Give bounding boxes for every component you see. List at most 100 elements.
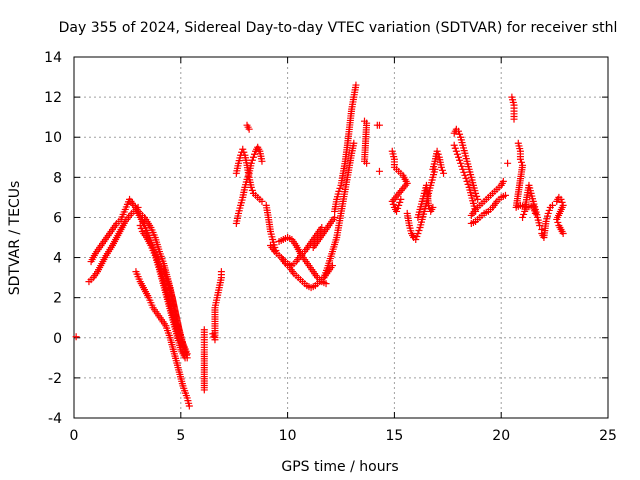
y-tick-label: -4: [48, 411, 62, 427]
series-arc-j: [232, 143, 266, 227]
series-arc-y: [450, 125, 482, 203]
data-point-fill: [336, 184, 344, 192]
y-axis-label: SDTVAR / TECUs: [7, 181, 23, 296]
data-point: [375, 167, 383, 175]
series-arc-k: [232, 145, 266, 205]
series-arc-x: [429, 147, 448, 177]
data-point: [363, 159, 371, 167]
y-tick-label: 0: [53, 331, 62, 347]
data-point: [459, 165, 467, 173]
series-arc-p: [320, 139, 358, 282]
data-point-fill: [517, 158, 525, 166]
data-point: [388, 197, 396, 205]
data-point-fill: [453, 150, 461, 158]
data-point: [454, 153, 462, 161]
data-point: [245, 125, 253, 133]
data-point: [499, 177, 507, 185]
data-point: [217, 268, 225, 276]
x-axis-label: GPS time / hours: [281, 459, 398, 475]
data-point: [516, 155, 524, 163]
data-point: [258, 197, 266, 205]
y-tick-label: 12: [44, 90, 62, 106]
series-arc-s: [360, 117, 371, 167]
y-tick-label: 10: [44, 130, 62, 146]
x-tick-label: 5: [176, 428, 185, 444]
y-tick-label: 6: [53, 210, 62, 226]
data-point: [375, 121, 383, 129]
data-point-fill: [210, 333, 218, 341]
y-tick-label: 2: [53, 291, 62, 307]
series-arc-o: [275, 234, 330, 288]
data-point: [454, 127, 462, 135]
x-tick-label: 10: [279, 428, 297, 444]
y-tick-label: 8: [53, 170, 62, 186]
data-point: [548, 201, 556, 209]
data-point-fill: [520, 210, 528, 218]
data-point: [461, 171, 469, 179]
series-arc-g: [160, 266, 191, 362]
series-arc-q: [331, 81, 360, 215]
data-point: [504, 159, 512, 167]
series-arc-h: [200, 326, 208, 394]
data-point-fill: [250, 150, 258, 158]
series-arc-i: [209, 268, 225, 344]
data-point: [437, 163, 445, 171]
data-point: [519, 213, 527, 221]
data-point: [412, 236, 420, 244]
series-arc-w: [414, 181, 437, 221]
data-point: [544, 209, 552, 217]
data-point: [414, 229, 422, 237]
data-point-fill: [248, 186, 256, 194]
chart-title: Day 355 of 2024, Sidereal Day-to-day VTE…: [59, 20, 618, 36]
data-point: [450, 141, 458, 149]
data-point-fill: [451, 144, 459, 152]
data-point-fill: [438, 166, 446, 174]
data-point: [352, 81, 360, 89]
grid-lines: [74, 57, 608, 418]
data-point: [472, 189, 480, 197]
data-point-fill: [458, 162, 466, 170]
series-arc-r: [309, 213, 339, 252]
data-point-fill: [434, 150, 442, 158]
series-arc-ae: [519, 181, 544, 229]
data-point: [322, 280, 330, 288]
x-tick-label: 15: [385, 428, 403, 444]
x-tick-label: 0: [70, 428, 79, 444]
data-point: [457, 159, 465, 167]
data-point: [425, 201, 433, 209]
data-point-fill: [473, 192, 481, 200]
series-arc-aa: [467, 177, 507, 219]
data-point: [433, 147, 441, 155]
data-point: [185, 402, 193, 410]
data-point: [510, 115, 518, 123]
data-point: [395, 201, 403, 209]
data-point: [350, 139, 358, 147]
y-tick-label: 14: [44, 50, 62, 66]
data-point: [474, 195, 482, 203]
series-arc-l: [243, 121, 253, 133]
axis-ticks: 0 5 10 15 20 25 -4 -2 0 2 4 6 8 10 12 14: [44, 50, 617, 444]
series-arc-u: [388, 147, 411, 215]
data-point: [247, 183, 255, 191]
series-arc-f: [132, 268, 193, 410]
series-arc-af: [538, 201, 556, 241]
series-arc-ac: [504, 93, 518, 167]
data-point-fill: [456, 130, 464, 138]
data-marks: [72, 81, 567, 410]
data-point: [200, 386, 208, 394]
data-point-fill: [456, 156, 464, 164]
data-point-fill: [248, 156, 256, 164]
data-point: [249, 153, 257, 161]
data-point: [393, 207, 401, 215]
series-arc-a: [72, 333, 80, 341]
data-point-fill: [413, 232, 421, 240]
series-arc-ad: [512, 139, 539, 217]
series-arc-ag: [553, 193, 567, 237]
data-point: [397, 195, 405, 203]
data-point: [429, 203, 437, 211]
data-point-fill: [389, 200, 397, 208]
data-point: [258, 157, 266, 165]
data-point-fill: [554, 218, 562, 226]
data-point-fill: [460, 168, 468, 176]
